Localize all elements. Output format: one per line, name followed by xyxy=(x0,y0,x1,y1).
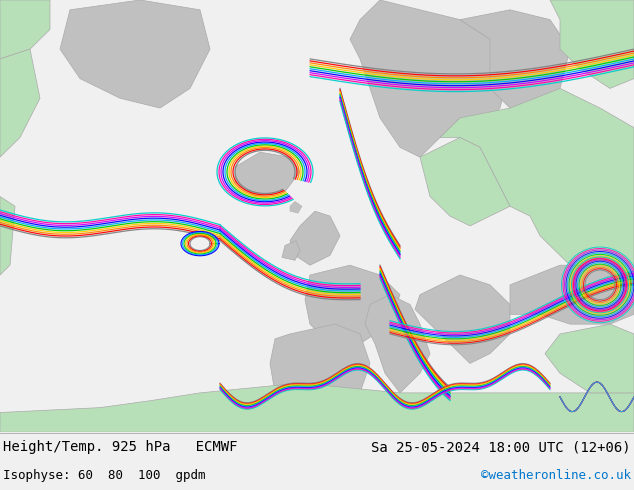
Polygon shape xyxy=(282,241,300,260)
Polygon shape xyxy=(0,49,40,157)
Text: Height/Temp. 925 hPa   ECMWF: Height/Temp. 925 hPa ECMWF xyxy=(3,440,238,454)
Polygon shape xyxy=(60,0,210,108)
Polygon shape xyxy=(420,138,510,226)
Polygon shape xyxy=(350,0,510,157)
Text: Isophyse: 60  80  100  gpdm: Isophyse: 60 80 100 gpdm xyxy=(3,468,205,482)
Polygon shape xyxy=(0,383,634,432)
Text: Sa 25-05-2024 18:00 UTC (12+06): Sa 25-05-2024 18:00 UTC (12+06) xyxy=(372,440,631,454)
Polygon shape xyxy=(0,0,50,59)
Polygon shape xyxy=(550,0,634,88)
Polygon shape xyxy=(545,324,634,393)
Polygon shape xyxy=(440,88,634,294)
Polygon shape xyxy=(415,275,510,364)
Polygon shape xyxy=(365,294,430,393)
Polygon shape xyxy=(290,201,302,213)
Polygon shape xyxy=(460,10,570,108)
Polygon shape xyxy=(235,152,300,196)
Polygon shape xyxy=(305,265,400,344)
Polygon shape xyxy=(0,196,15,275)
Polygon shape xyxy=(290,211,340,265)
Text: ©weatheronline.co.uk: ©weatheronline.co.uk xyxy=(481,468,631,482)
Polygon shape xyxy=(270,324,370,413)
Polygon shape xyxy=(510,265,634,324)
